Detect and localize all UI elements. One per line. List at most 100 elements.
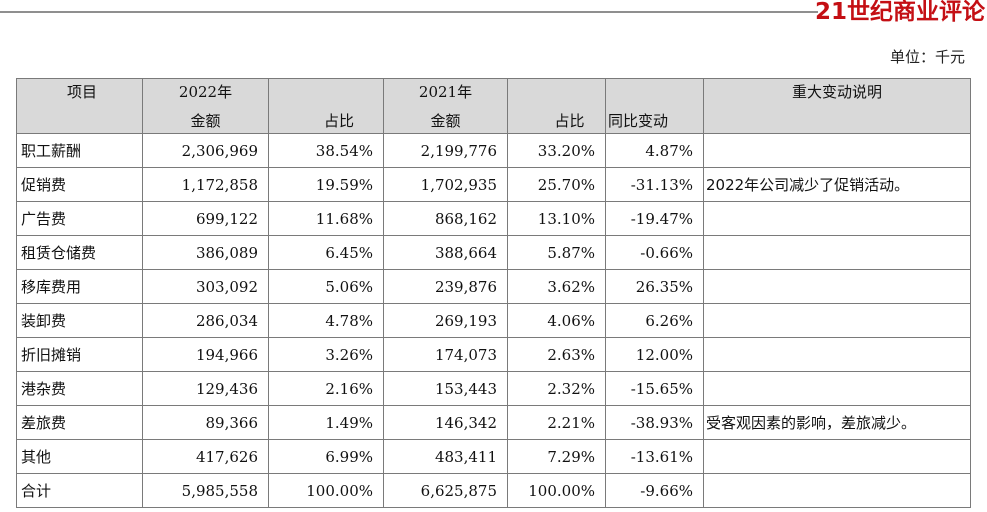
cell-yoy-change: -19.47% — [605, 201, 704, 236]
cell-item: 职工薪酬 — [16, 133, 143, 168]
cell-item: 合计 — [16, 473, 143, 508]
cell-share-2022: 1.49% — [268, 405, 384, 440]
header-blank — [16, 106, 143, 134]
table-body: 职工薪酬 2,306,969 38.54% 2,199,776 33.20% 4.87% 促… — [16, 133, 971, 508]
cell-item: 其他 — [16, 439, 143, 474]
cell-share-2022: 19.59% — [268, 167, 384, 202]
header-year-2022: 2022年 — [142, 78, 269, 106]
cell-share-2021: 7.29% — [507, 439, 606, 474]
table-row: 促销费 1,172,858 19.59% 1,702,935 25.70% -31.13%… — [16, 167, 971, 202]
cell-amount-2022: 417,626 — [142, 439, 269, 474]
header-amount-2022: 金额 — [142, 106, 269, 134]
cell-share-2021: 13.10% — [507, 201, 606, 236]
cell-share-2021: 2.32% — [507, 371, 606, 406]
cell-explanation — [703, 337, 971, 372]
cell-share-2022: 4.78% — [268, 303, 384, 338]
cell-explanation — [703, 201, 971, 236]
cell-amount-2022: 5,985,558 — [142, 473, 269, 508]
cell-share-2022: 38.54% — [268, 133, 384, 168]
header-blank — [703, 106, 971, 134]
cell-share-2021: 2.21% — [507, 405, 606, 440]
cell-item: 装卸费 — [16, 303, 143, 338]
cell-share-2022: 2.16% — [268, 371, 384, 406]
table-row: 差旅费 89,366 1.49% 146,342 2.21% -38.93% 受客观因素的影… — [16, 405, 971, 440]
cell-explanation — [703, 235, 971, 270]
cell-share-2021: 4.06% — [507, 303, 606, 338]
cell-share-2022: 6.99% — [268, 439, 384, 474]
table-row: 租赁仓储费 386,089 6.45% 388,664 5.87% -0.66% — [16, 235, 971, 270]
cell-explanation — [703, 473, 971, 508]
table-row: 广告费 699,122 11.68% 868,162 13.10% -19.47% — [16, 201, 971, 236]
cell-item: 促销费 — [16, 167, 143, 202]
table-row: 其他 417,626 6.99% 483,411 7.29% -13.61% — [16, 439, 971, 474]
header-blank — [605, 78, 704, 106]
header-amount-2021: 金额 — [383, 106, 508, 134]
table-row: 折旧摊销 194,966 3.26% 174,073 2.63% 12.00% — [16, 337, 971, 372]
header-yoy-change: 同比变动 — [605, 106, 704, 134]
cell-item: 租赁仓储费 — [16, 235, 143, 270]
cell-yoy-change: -9.66% — [605, 473, 704, 508]
cell-explanation — [703, 439, 971, 474]
header-year-2021: 2021年 — [383, 78, 508, 106]
cell-item: 折旧摊销 — [16, 337, 143, 372]
cell-item: 移库费用 — [16, 269, 143, 304]
table-row: 港杂费 129,436 2.16% 153,443 2.32% -15.65% — [16, 371, 971, 406]
cell-share-2021: 3.62% — [507, 269, 606, 304]
cell-amount-2022: 2,306,969 — [142, 133, 269, 168]
cell-explanation: 受客观因素的影响，差旅减少。 — [703, 405, 971, 440]
cell-share-2022: 11.68% — [268, 201, 384, 236]
header-share-2021: 占比 — [507, 106, 606, 134]
cell-amount-2022: 303,092 — [142, 269, 269, 304]
brand-logo: 21世纪商业评论 — [814, 0, 985, 25]
cell-share-2022: 6.45% — [268, 235, 384, 270]
header-row-bottom: 金额 占比 金额 占比 同比变动 — [16, 106, 971, 134]
cell-amount-2022: 386,089 — [142, 235, 269, 270]
table-row: 职工薪酬 2,306,969 38.54% 2,199,776 33.20% 4.87% — [16, 133, 971, 168]
cell-amount-2021: 269,193 — [383, 303, 508, 338]
cell-yoy-change: 6.26% — [605, 303, 704, 338]
cell-amount-2021: 146,342 — [383, 405, 508, 440]
cell-share-2022: 5.06% — [268, 269, 384, 304]
cell-amount-2022: 286,034 — [142, 303, 269, 338]
table-header: 项目 2022年 2021年 重大变动说明 金额 占比 金额 占比 同比变动 — [16, 78, 971, 134]
cell-amount-2022: 129,436 — [142, 371, 269, 406]
cell-share-2022: 100.00% — [268, 473, 384, 508]
cell-amount-2022: 1,172,858 — [142, 167, 269, 202]
cell-share-2021: 25.70% — [507, 167, 606, 202]
cell-amount-2022: 699,122 — [142, 201, 269, 236]
cell-item: 差旅费 — [16, 405, 143, 440]
cell-amount-2021: 483,411 — [383, 439, 508, 474]
cell-yoy-change: 12.00% — [605, 337, 704, 372]
cell-amount-2021: 6,625,875 — [383, 473, 508, 508]
header-explanation: 重大变动说明 — [703, 78, 971, 106]
header-row-top: 项目 2022年 2021年 重大变动说明 — [16, 78, 971, 106]
cell-item: 广告费 — [16, 201, 143, 236]
header-blank — [268, 78, 384, 106]
cell-share-2021: 100.00% — [507, 473, 606, 508]
cell-share-2021: 33.20% — [507, 133, 606, 168]
cell-explanation — [703, 133, 971, 168]
cell-amount-2021: 1,702,935 — [383, 167, 508, 202]
cell-explanation: 2022年公司减少了促销活动。 — [703, 167, 971, 202]
table-row-total: 合计 5,985,558 100.00% 6,625,875 100.00% -9.66% — [16, 473, 971, 508]
cell-yoy-change: 4.87% — [605, 133, 704, 168]
cell-amount-2022: 89,366 — [142, 405, 269, 440]
table-row: 装卸费 286,034 4.78% 269,193 4.06% 6.26% — [16, 303, 971, 338]
cell-yoy-change: -13.61% — [605, 439, 704, 474]
cell-amount-2021: 153,443 — [383, 371, 508, 406]
cell-amount-2022: 194,966 — [142, 337, 269, 372]
header-divider-line — [0, 11, 818, 13]
cell-explanation — [703, 269, 971, 304]
cell-explanation — [703, 371, 971, 406]
cell-amount-2021: 239,876 — [383, 269, 508, 304]
cell-share-2021: 5.87% — [507, 235, 606, 270]
cell-share-2021: 2.63% — [507, 337, 606, 372]
cell-yoy-change: -0.66% — [605, 235, 704, 270]
cell-amount-2021: 2,199,776 — [383, 133, 508, 168]
table-row: 移库费用 303,092 5.06% 239,876 3.62% 26.35% — [16, 269, 971, 304]
expense-table: 项目 2022年 2021年 重大变动说明 金额 占比 金额 占比 同比变动 职… — [16, 78, 971, 508]
header-share-2022: 占比 — [268, 106, 384, 134]
cell-amount-2021: 868,162 — [383, 201, 508, 236]
cell-yoy-change: -38.93% — [605, 405, 704, 440]
cell-amount-2021: 388,664 — [383, 235, 508, 270]
